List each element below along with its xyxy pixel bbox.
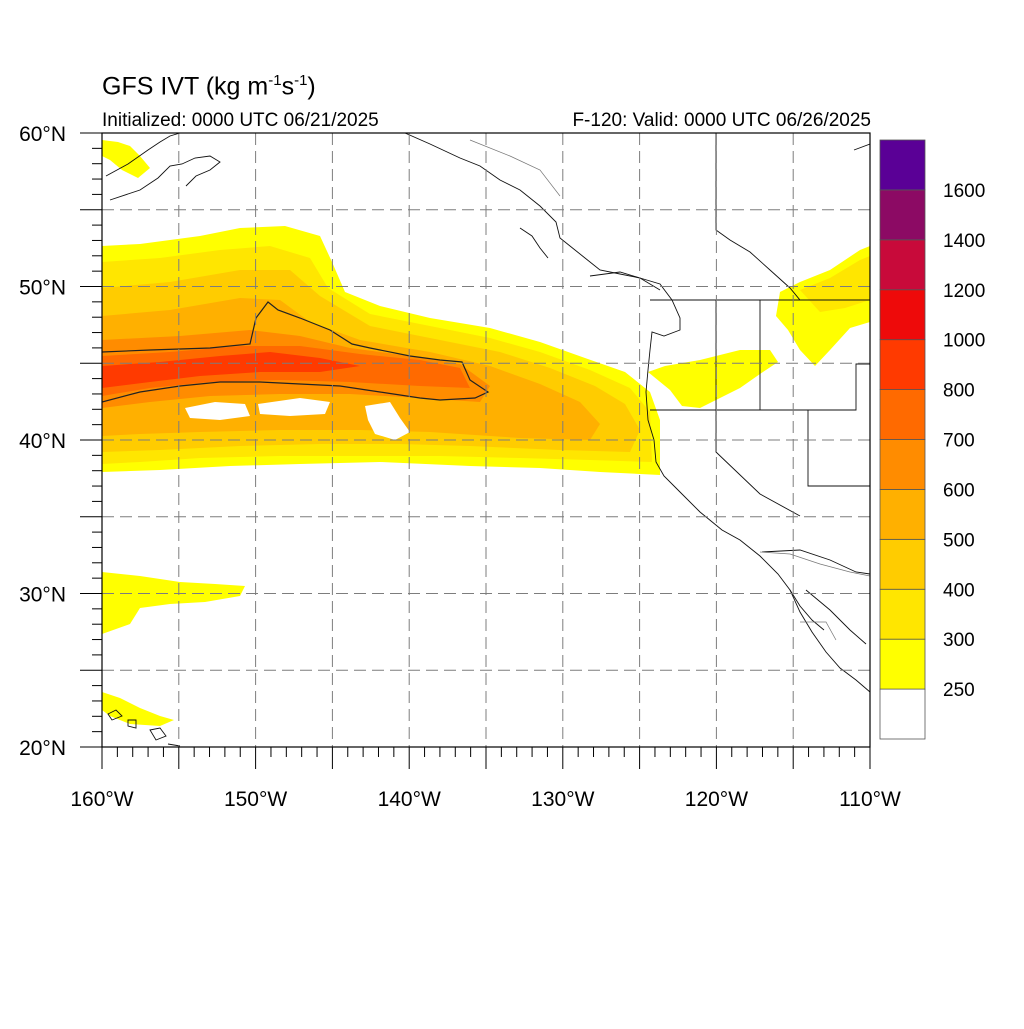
valid-time-label: F-120: Valid: 0000 UTC 06/26/2025 <box>572 110 871 131</box>
colorbar-swatch <box>879 239 926 291</box>
colorbar: 250 300 400 500 600 700 800 1000 1200 1400 1600 <box>879 139 985 740</box>
colorbar-label: 1400 <box>943 231 985 252</box>
ivt-gap <box>185 402 250 420</box>
colorbar-label: 1000 <box>943 331 985 352</box>
init-time-label: Initialized: 0000 UTC 06/21/2025 <box>102 110 379 131</box>
colorbar-swatch <box>879 189 926 241</box>
coastlines <box>105 133 870 747</box>
colorbar-label: 250 <box>943 680 975 701</box>
ivt-500-contour <box>102 301 490 403</box>
lon-label: 160°W <box>70 788 133 811</box>
colorbar-label: 800 <box>943 381 975 402</box>
colorbar-swatch <box>879 139 926 191</box>
lon-label: 150°W <box>224 788 287 811</box>
ivt-band-800 <box>102 352 360 388</box>
ivt-patch <box>102 692 174 726</box>
colorbar-label: 700 <box>943 431 975 452</box>
lon-label: 140°W <box>378 788 441 811</box>
colorbar-label: 400 <box>943 580 975 601</box>
colorbar-swatch <box>879 489 926 540</box>
colorbar-label: 600 <box>943 480 975 501</box>
lon-label: 130°W <box>531 788 594 811</box>
lat-label: 60°N <box>19 123 66 146</box>
lon-labels: 160°W 150°W 140°W 130°W 120°W 110°W <box>70 788 901 811</box>
colorbar-swatch <box>879 289 926 341</box>
lon-label: 120°W <box>685 788 748 811</box>
ivt-patch <box>648 350 778 408</box>
state-borders <box>469 139 870 641</box>
colorbar-swatch <box>879 688 926 740</box>
ivt-patch <box>102 140 150 178</box>
lat-label: 30°N <box>19 584 66 607</box>
ivt-gap <box>365 402 410 440</box>
colorbar-swatch <box>879 339 926 390</box>
colorbar-label: 300 <box>943 630 975 651</box>
ivt-gap <box>258 398 330 416</box>
map-title: GFS IVT (kg m-1s-1) <box>102 72 316 101</box>
lat-label: 50°N <box>19 277 66 300</box>
lon-label: 110°W <box>839 788 901 811</box>
lat-labels: 60°N 50°N 40°N 30°N 20°N <box>19 123 66 760</box>
colorbar-swatch <box>879 588 926 640</box>
graticule <box>102 133 870 747</box>
ivt-shading <box>102 140 870 726</box>
colorbar-swatch <box>879 538 926 590</box>
colorbar-label: 1600 <box>943 181 985 202</box>
colorbar-label: 500 <box>943 530 975 551</box>
ivt-patch <box>102 572 245 634</box>
map-frame <box>101 132 871 748</box>
colorbar-swatch <box>879 439 926 490</box>
axis-ticks <box>80 132 871 769</box>
lat-label: 20°N <box>19 737 66 760</box>
colorbar-label: 1200 <box>943 281 985 302</box>
colorbar-swatch <box>879 389 926 440</box>
ivt-patch <box>800 256 870 312</box>
colorbar-swatch <box>879 638 926 690</box>
lat-label: 40°N <box>19 430 66 453</box>
